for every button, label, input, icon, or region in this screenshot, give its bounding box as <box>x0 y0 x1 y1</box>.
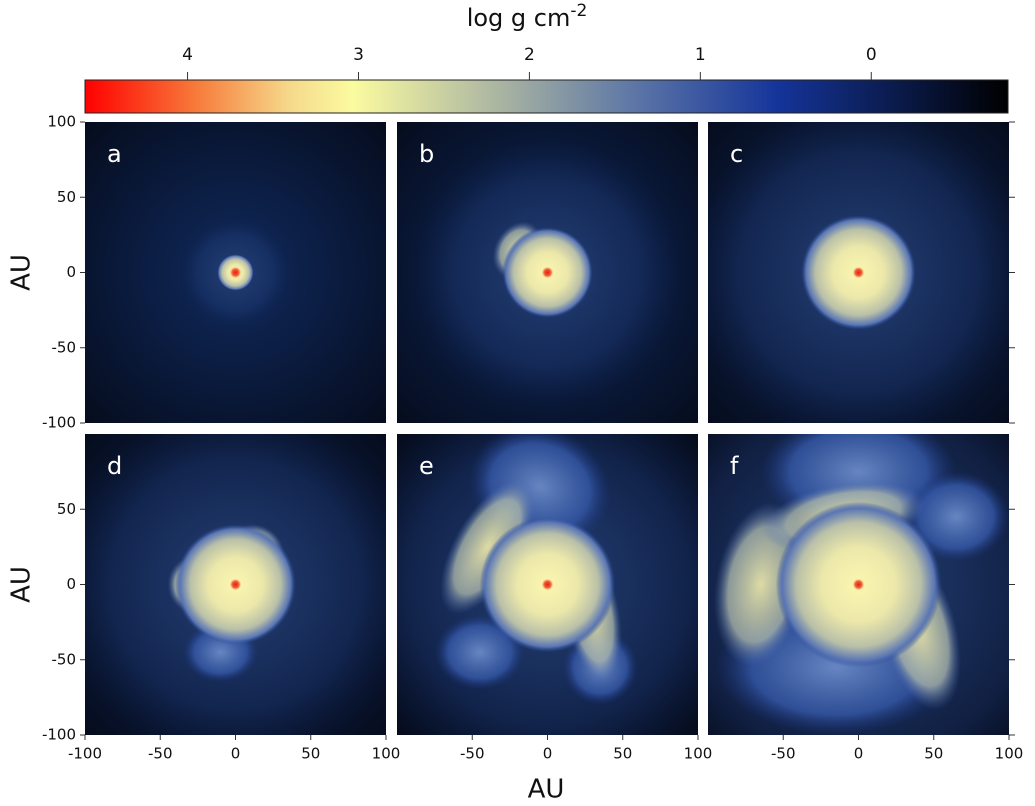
core <box>229 266 242 279</box>
x-tick-label: -100 <box>68 745 102 763</box>
panel-label: d <box>107 452 122 480</box>
colorbar <box>84 79 1009 114</box>
y-tick-label: 0 <box>66 263 76 281</box>
colorbar-tick-label: 2 <box>524 45 535 65</box>
x-tick-label: 100 <box>995 745 1024 763</box>
x-tick-label: 100 <box>372 745 401 763</box>
x-tick-label: 0 <box>231 745 241 763</box>
panel-label: b <box>419 140 434 168</box>
panel: b <box>397 122 698 423</box>
x-tick-label: 50 <box>613 745 632 763</box>
density-map <box>85 434 386 735</box>
core <box>541 578 554 591</box>
y-tick-label: 50 <box>57 500 76 518</box>
panel: a <box>85 122 386 423</box>
colorbar-title: log g cm-2 <box>467 1 588 32</box>
density-map <box>708 434 1009 735</box>
core <box>852 578 865 591</box>
y-tick-label: -50 <box>52 650 77 668</box>
panel: e <box>397 434 698 735</box>
y-axis-label: AU <box>7 254 37 291</box>
x-tick-label: 50 <box>301 745 320 763</box>
density-map <box>181 218 290 327</box>
density-map <box>708 122 1009 423</box>
panel: d <box>85 434 386 735</box>
panel-label: a <box>107 140 122 168</box>
y-tick-label: 100 <box>47 113 76 131</box>
core <box>852 266 865 279</box>
x-tick-label: -50 <box>460 745 485 763</box>
colorbar-tick-label: 3 <box>353 45 364 65</box>
x-tick-label: 50 <box>924 745 943 763</box>
colorbar-title-base: log g cm <box>467 4 571 32</box>
x-tick-label: -50 <box>148 745 173 763</box>
y-tick-label: 0 <box>66 575 76 593</box>
y-axis-label: AU <box>7 566 37 603</box>
x-tick-label: 100 <box>684 745 713 763</box>
panel-label: e <box>419 452 434 480</box>
panel: f <box>708 434 1009 735</box>
colorbar-tick-label: 0 <box>866 45 877 65</box>
x-tick-label: 0 <box>543 745 553 763</box>
y-tick-label: 50 <box>57 188 76 206</box>
density-map <box>412 137 683 408</box>
y-tick-label: -50 <box>52 338 77 356</box>
x-tick-label: -50 <box>771 745 796 763</box>
x-tick-label: 0 <box>854 745 864 763</box>
panel: c <box>708 122 1009 423</box>
y-tick-label: -100 <box>42 726 76 744</box>
x-axis-label: AU <box>528 775 565 805</box>
core <box>541 266 554 279</box>
density-map <box>397 434 698 735</box>
panel-label: f <box>730 452 739 480</box>
core <box>229 578 242 591</box>
y-tick-label: -100 <box>42 414 76 432</box>
colorbar-tick-label: 1 <box>695 45 706 65</box>
panel-label: c <box>730 140 743 168</box>
gas-structure <box>903 471 1009 562</box>
colorbar-title-superscript: -2 <box>570 1 587 21</box>
gas-structure <box>439 479 535 615</box>
colorbar-tick-label: 4 <box>182 45 193 65</box>
